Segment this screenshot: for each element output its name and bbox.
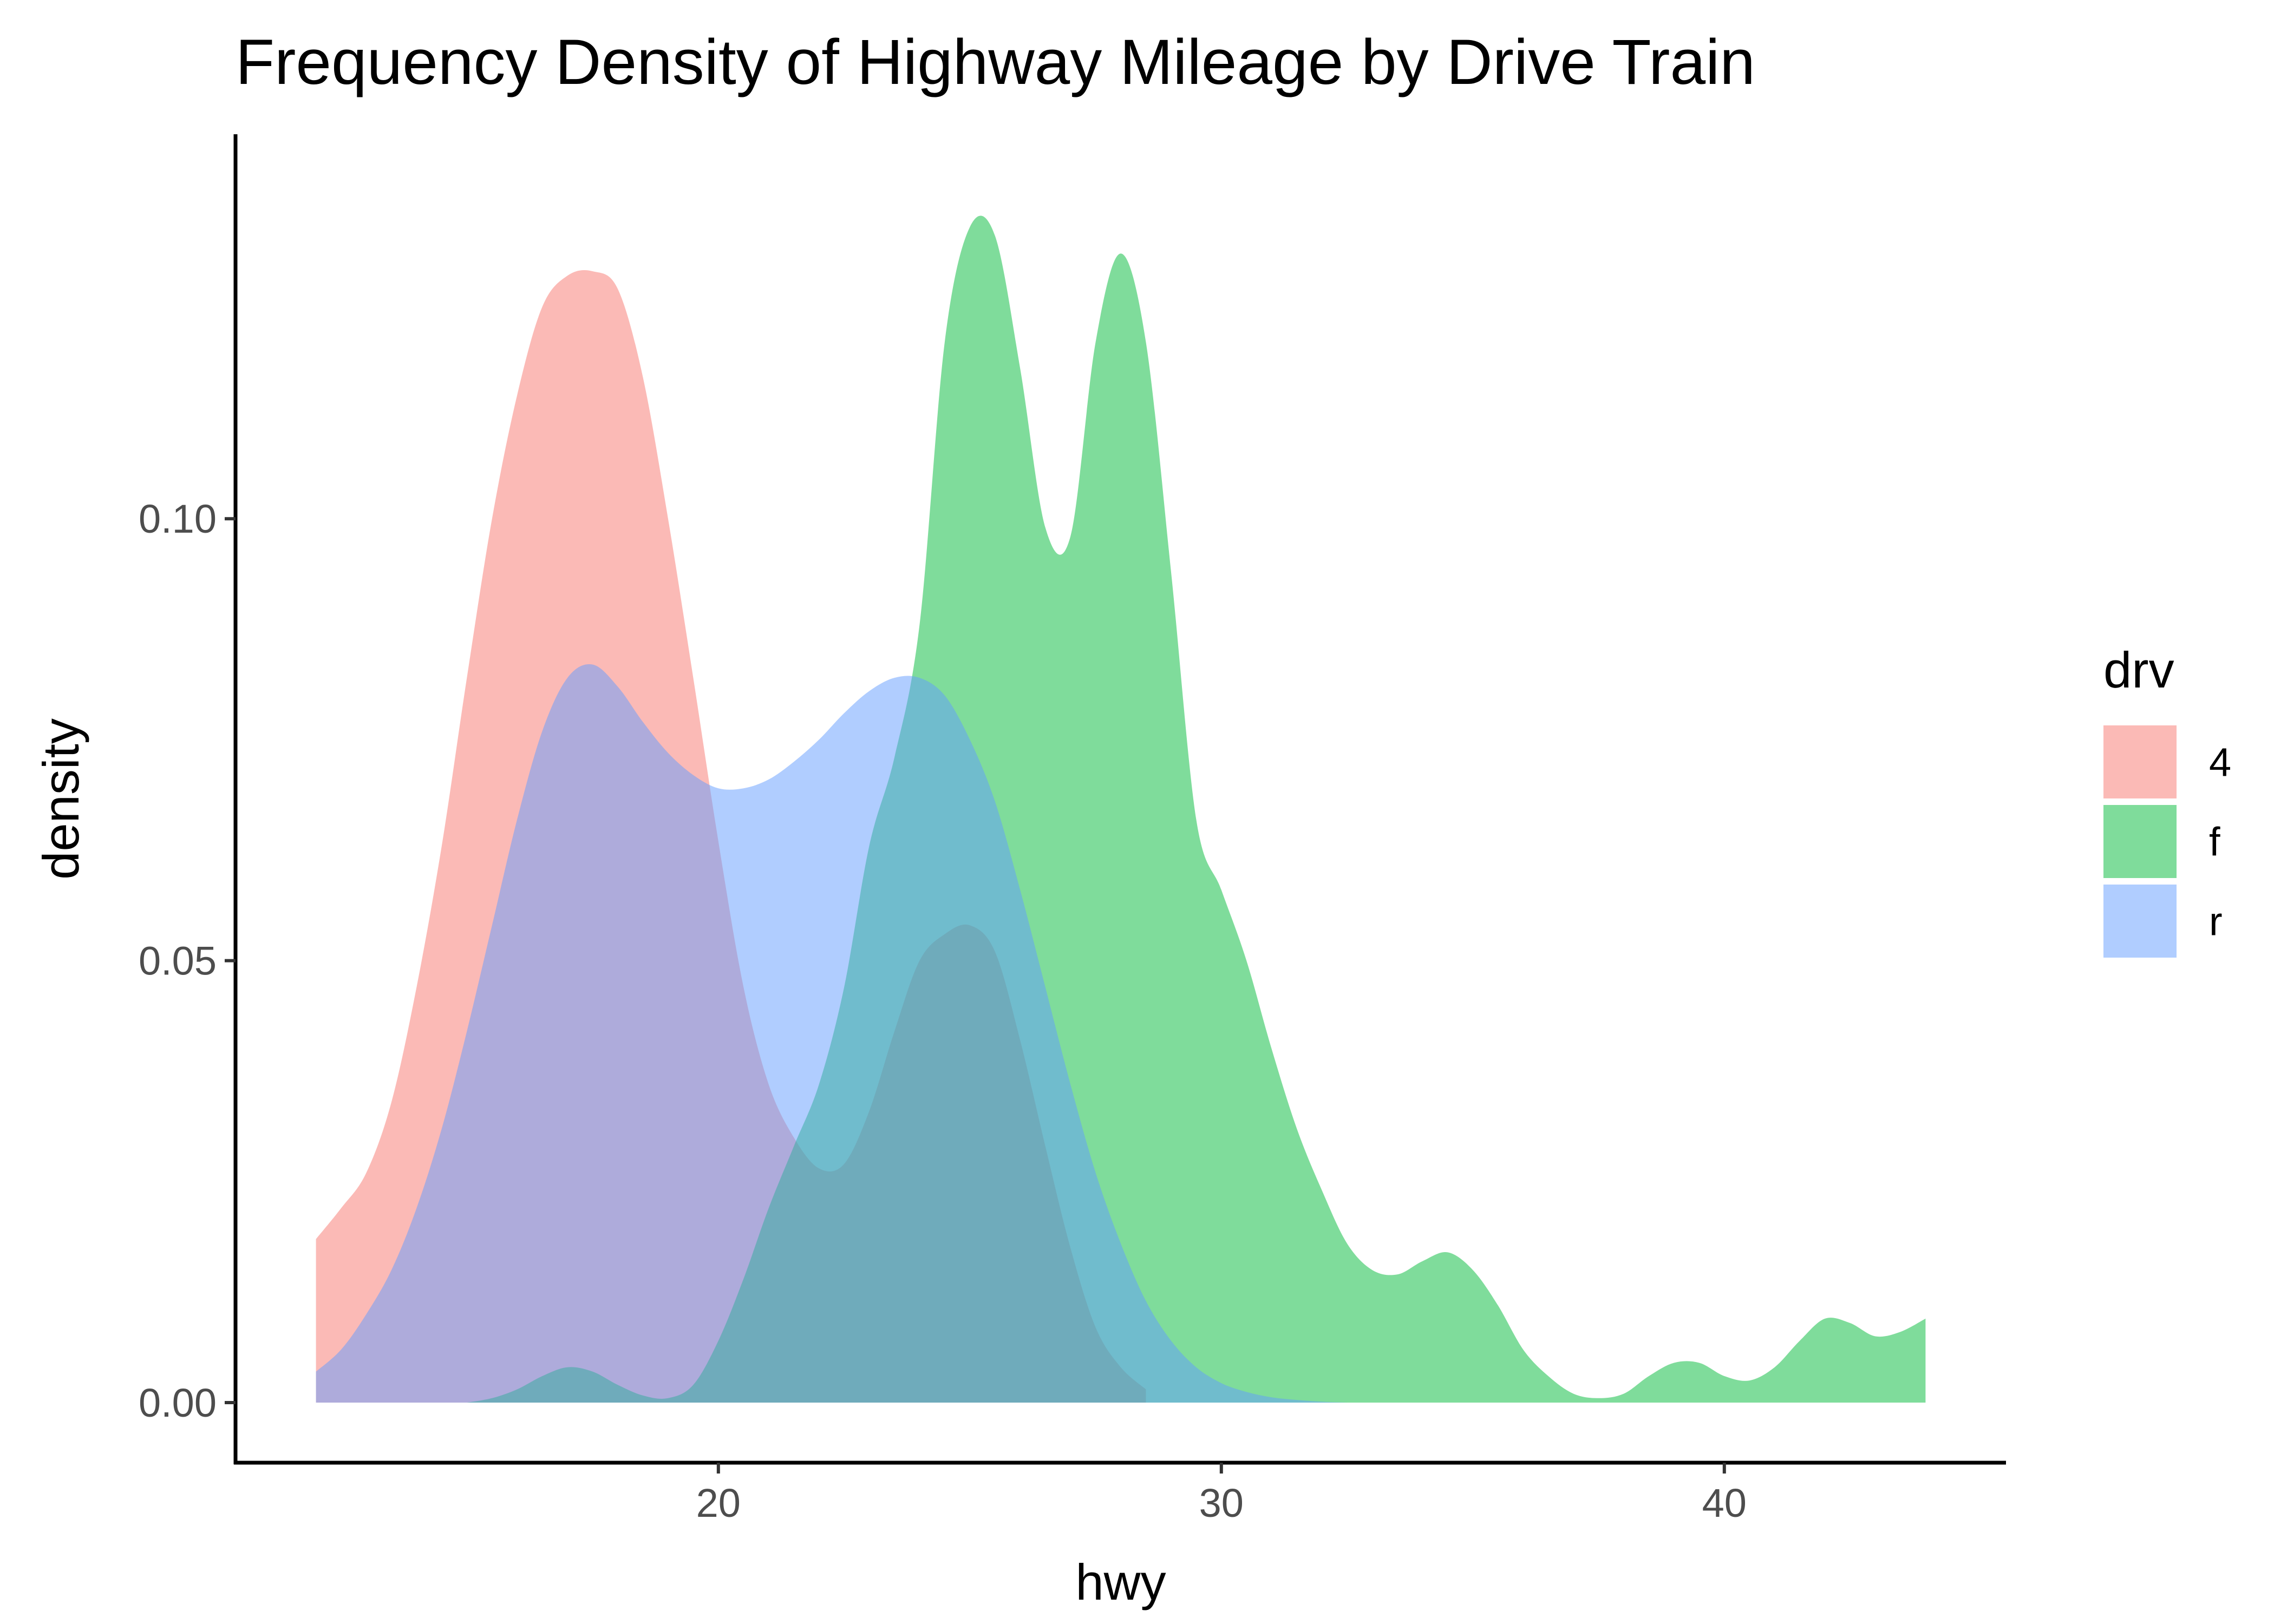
legend-keys: 4 fr — [2103, 725, 2231, 958]
x-tick-label: 30 — [1199, 1481, 1244, 1525]
legend: drv 4 fr — [2103, 641, 2231, 958]
density-area-r — [316, 664, 1347, 1403]
y-tick-label: 0.05 — [139, 939, 217, 984]
axes-layer — [233, 134, 2006, 1465]
x-tick-label: 40 — [1702, 1481, 1747, 1525]
y-tick-label: 0.00 — [139, 1380, 217, 1425]
ticks-layer: 0.00 0.05 0.10 20 30 40 — [139, 496, 1747, 1525]
chart-title: Frequency Density of Highway Mileage by … — [236, 27, 1755, 98]
legend-swatch-f — [2103, 805, 2177, 878]
x-tick-label: 20 — [696, 1481, 741, 1525]
series-layer — [316, 215, 1926, 1403]
legend-label-4: 4 — [2209, 740, 2231, 785]
legend-title: drv — [2103, 641, 2174, 698]
legend-label-f: f — [2209, 820, 2220, 865]
y-tick-label: 0.10 — [139, 496, 217, 541]
y-axis-title: density — [32, 718, 89, 880]
legend-swatch-r — [2103, 885, 2177, 958]
legend-label-r: r — [2209, 899, 2223, 944]
legend-swatch-4 — [2103, 725, 2177, 798]
x-axis-title: hwy — [1075, 1554, 1166, 1610]
